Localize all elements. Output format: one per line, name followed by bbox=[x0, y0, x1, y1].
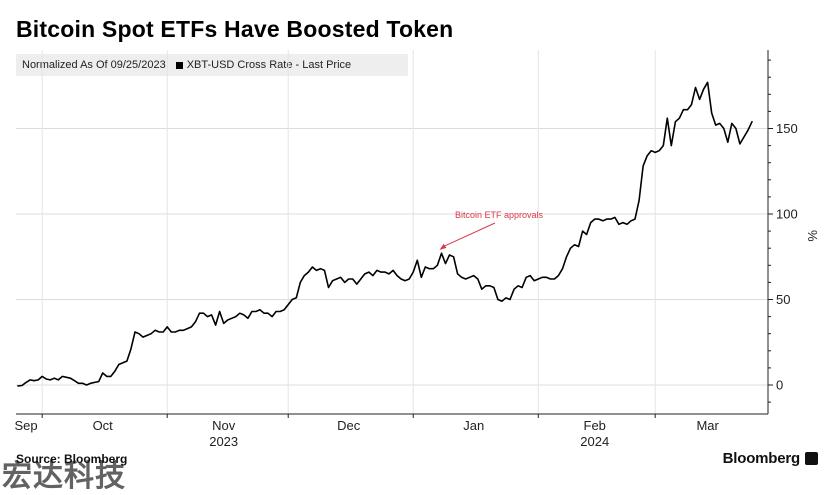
series-legend-label: XBT-USD Cross Rate - Last Price bbox=[186, 59, 352, 71]
x-month-label: Oct bbox=[93, 418, 114, 433]
x-month-label: Feb bbox=[584, 418, 606, 433]
y-tick-label: 0 bbox=[776, 378, 783, 393]
x-year-label: 2024 bbox=[580, 434, 609, 449]
bloomberg-logo: Bloomberg bbox=[722, 450, 801, 467]
x-month-label: Sep bbox=[14, 418, 37, 433]
y-tick-label: 150 bbox=[776, 121, 798, 136]
y-tick-label: 50 bbox=[776, 292, 790, 307]
x-month-label: Mar bbox=[696, 418, 719, 433]
bloomberg-icon bbox=[805, 452, 818, 465]
annotation-arrowhead bbox=[439, 243, 447, 250]
series-line bbox=[17, 81, 753, 387]
annotation-label: Bitcoin ETF approvals bbox=[455, 210, 544, 220]
x-year-label: 2023 bbox=[209, 434, 238, 449]
x-month-label: Jan bbox=[463, 418, 484, 433]
chart-title: Bitcoin Spot ETFs Have Boosted Token bbox=[16, 16, 454, 42]
watermark: 宏达科技 bbox=[2, 459, 126, 494]
annotation-arrow bbox=[442, 222, 496, 248]
y-axis-label: % bbox=[805, 230, 820, 242]
series-swatch bbox=[175, 61, 183, 69]
y-tick-label: 100 bbox=[776, 207, 798, 222]
x-month-label: Nov bbox=[212, 418, 236, 433]
legend-bar: Normalized As Of 09/25/2023 XBT-USD Cros… bbox=[16, 54, 408, 76]
normalization-note: Normalized As Of 09/25/2023 bbox=[22, 59, 166, 71]
source-note: Source: Bloomberg bbox=[16, 452, 128, 466]
x-month-label: Dec bbox=[337, 418, 361, 433]
